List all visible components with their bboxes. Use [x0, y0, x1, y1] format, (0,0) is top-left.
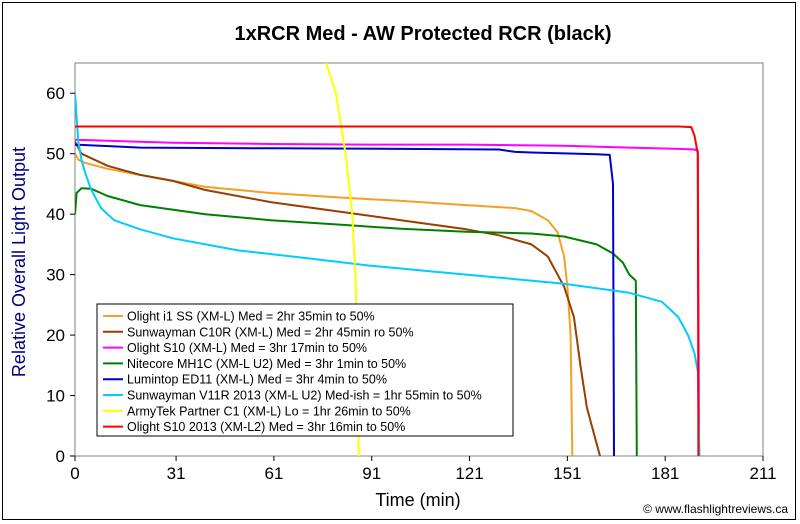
- y-tick-label: 0: [56, 447, 65, 466]
- legend: Olight i1 SS (XM-L) Med = 2hr 35min to 5…: [96, 303, 514, 437]
- y-tick-label: 40: [46, 205, 65, 224]
- x-tick-label: 181: [651, 464, 679, 483]
- x-tick-label: 121: [455, 464, 483, 483]
- legend-label-1: Olight i1 SS (XM-L) Med = 2hr 35min to 5…: [127, 310, 375, 324]
- x-tick-label: 61: [264, 464, 283, 483]
- x-tick-label: 91: [362, 464, 381, 483]
- x-tick-label: 31: [167, 464, 186, 483]
- series-line-1: [75, 153, 574, 456]
- y-tick-label: 60: [46, 84, 65, 103]
- series-line-5: [75, 143, 615, 456]
- legend-label-2: Sunwayman C10R (XM-L) Med = 2hr 45min ro…: [127, 325, 414, 339]
- legend-label-3: Olight S10 (XM-L) Med = 3hr 17min to 50%: [127, 341, 367, 355]
- x-axis-label: Time (min): [375, 490, 460, 510]
- legend-label-8: Olight S10 2013 (XM-L2) Med = 3hr 16min …: [127, 420, 405, 434]
- legend-label-7: ArmyTek Partner C1 (XM-L) Lo = 1hr 26min…: [127, 404, 411, 418]
- series-lines: [75, 63, 701, 456]
- y-tick-label: 10: [46, 387, 65, 406]
- x-tick-label: 0: [70, 464, 79, 483]
- y-axis-label: Relative Overall Light Output: [9, 147, 29, 377]
- y-tick-label: 50: [46, 145, 65, 164]
- legend-box: [96, 303, 514, 437]
- y-tick-label: 20: [46, 326, 65, 345]
- legend-label-6: Sunwayman V11R 2013 (XM-L U2) Med-ish = …: [127, 389, 482, 403]
- series-line-3: [75, 138, 701, 456]
- x-tick-label: 151: [553, 464, 581, 483]
- chart-title: 1xRCR Med - AW Protected RCR (black): [234, 23, 611, 45]
- x-tick-label: 211: [749, 464, 776, 483]
- series-line-8: [75, 125, 700, 456]
- credit-text: © www.flashlightreviews.ca: [643, 502, 788, 516]
- series-line-2: [75, 141, 601, 456]
- axis-ticks: 0 31 61 91 121 151 181 211 0 10 20 30 40 50 60: [46, 84, 776, 483]
- legend-label-4: Nitecore MH1C (XM-L U2) Med = 3hr 1min t…: [127, 357, 406, 371]
- series-line-6: [75, 93, 701, 456]
- legend-label-5: Lumintop ED11 (XM-L) Med = 3hr 4min to 5…: [127, 373, 387, 387]
- y-tick-label: 30: [46, 266, 65, 285]
